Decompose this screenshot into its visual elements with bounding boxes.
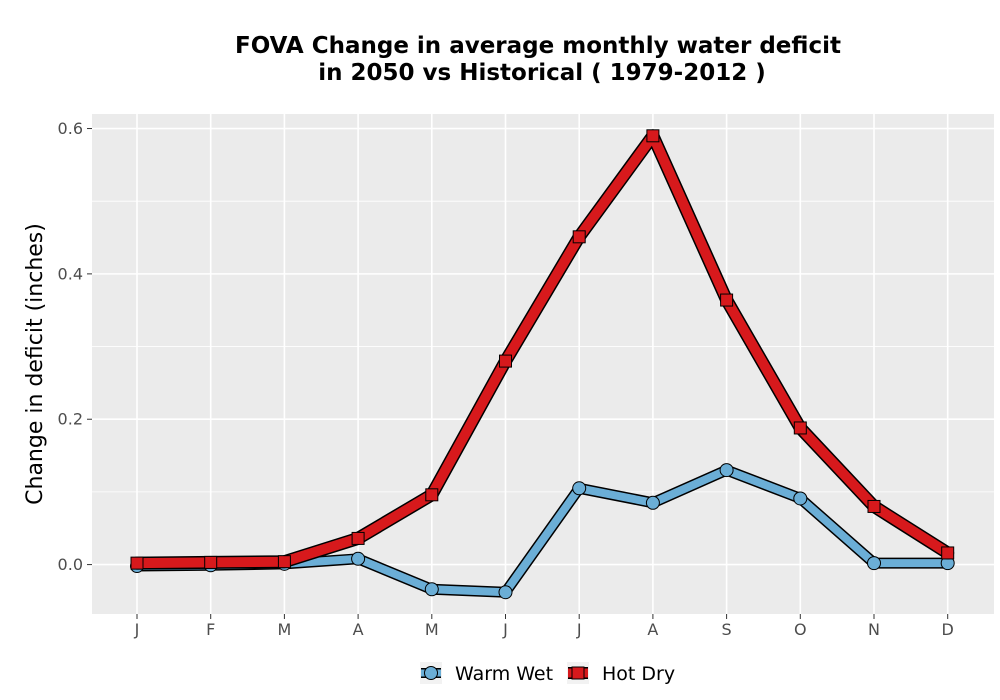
x-tick-label: A	[353, 620, 364, 639]
data-point	[793, 491, 808, 506]
major-gridlines	[92, 114, 994, 614]
y-axis-label: Change in deficit (inches)	[23, 223, 48, 505]
data-point	[572, 481, 587, 496]
data-point	[720, 293, 734, 307]
y-tick-label: 0.0	[58, 555, 83, 574]
data-point	[498, 585, 513, 600]
x-tick-label: M	[277, 620, 291, 639]
chart-title-line-1: FOVA Change in average monthly water def…	[235, 33, 841, 59]
x-tick-label: J	[576, 620, 582, 639]
y-tick-label: 0.4	[58, 264, 83, 283]
series-hot-dry	[130, 129, 955, 570]
data-point	[425, 488, 439, 502]
legend: Warm Wet Hot Dry	[420, 662, 675, 685]
data-point	[941, 546, 955, 560]
data-point	[645, 495, 660, 510]
data-point	[867, 499, 881, 513]
data-point	[793, 421, 807, 435]
data-point	[351, 551, 366, 566]
data-point	[572, 230, 586, 244]
x-tick-label: A	[647, 620, 658, 639]
axes: 0.0 0.2 0.4 0.6 J F M A M J J A S O N D	[58, 119, 954, 639]
legend-label: Hot Dry	[602, 663, 675, 685]
x-tick-label: J	[134, 620, 140, 639]
y-tick-label: 0.2	[58, 410, 83, 429]
data-point	[130, 556, 144, 570]
minor-gridlines	[92, 200, 994, 493]
data-point	[277, 555, 291, 569]
legend-key-marker	[424, 666, 438, 680]
legend-item-warm-wet: Warm Wet	[420, 662, 553, 685]
data-point	[499, 354, 512, 368]
series-line	[132, 130, 953, 569]
x-tick-label: F	[206, 620, 215, 639]
x-tick-label: N	[868, 620, 880, 639]
x-tick-label: M	[425, 620, 439, 639]
legend-key-marker	[571, 666, 585, 680]
data-point	[424, 582, 439, 597]
x-tick-label: S	[722, 620, 732, 639]
legend-item-hot-dry: Hot Dry	[567, 662, 675, 685]
y-tick-label: 0.6	[58, 119, 83, 138]
x-tick-label: J	[502, 620, 508, 639]
data-point	[351, 531, 365, 545]
series-layer	[130, 129, 955, 600]
data-point	[867, 556, 881, 571]
chart-title-line-2: in 2050 vs Historical ( 1979-2012 )	[318, 60, 765, 86]
data-point	[646, 129, 660, 143]
x-tick-label: O	[794, 620, 807, 639]
x-tick-label: D	[942, 620, 954, 639]
data-point	[719, 463, 734, 478]
legend-label: Warm Wet	[455, 663, 553, 685]
data-point	[204, 555, 218, 569]
